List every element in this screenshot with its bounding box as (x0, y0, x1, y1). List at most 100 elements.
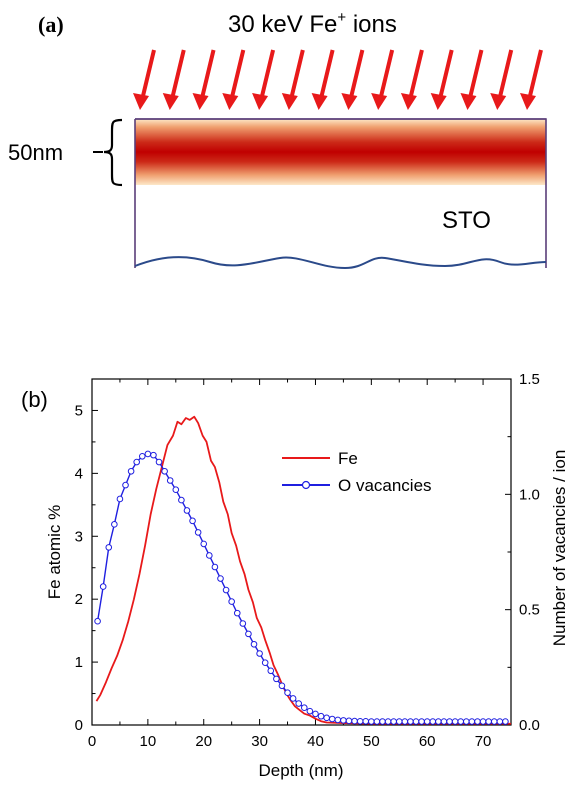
vacancy-point (295, 700, 303, 707)
vacancy-series (94, 450, 509, 725)
vacancy-point (312, 710, 319, 718)
vacancy-point (356, 718, 364, 725)
vacancy-point (496, 718, 504, 725)
vacancy-point (194, 529, 202, 536)
vacancy-point (407, 718, 414, 725)
vacancy-point (138, 452, 146, 460)
x-tick-label: 0 (88, 733, 96, 750)
ion-arrow (281, 49, 305, 110)
vacancy-point (373, 718, 381, 725)
x-tick-label: 70 (475, 733, 492, 750)
vacancy-point (474, 718, 481, 725)
vacancy-point (412, 718, 420, 725)
vacancy-point (127, 467, 135, 475)
panel-b-label: (b) (21, 387, 48, 412)
vacancy-point (289, 695, 297, 702)
vacancy-point (267, 667, 275, 675)
vacancy-point (250, 640, 258, 648)
vacancy-point (105, 544, 113, 551)
vacancy-point (328, 715, 336, 723)
vacancy-point (390, 718, 397, 725)
panel-a: (a) 30 keV Fe+ ions 50nm STO (8, 9, 547, 270)
substrate-label: STO (442, 207, 491, 234)
vacancy-point (172, 486, 180, 494)
panel-a-label: (a) (38, 12, 64, 37)
x-tick-label: 10 (140, 733, 157, 750)
vacancy-point (144, 450, 152, 458)
vacancy-point (133, 458, 140, 466)
vacancy-point (99, 583, 107, 590)
axis-ticks (91, 378, 512, 726)
vacancy-point (183, 507, 191, 514)
vacancy-point (122, 481, 129, 489)
vacancy-point (200, 540, 208, 548)
thickness-label: 50nm (8, 140, 63, 165)
vacancy-point (206, 552, 213, 559)
vacancy-point (490, 718, 498, 725)
x-tick-label: 60 (419, 733, 436, 750)
vacancy-point (446, 718, 453, 725)
beam-title-text: 30 keV Fe (228, 11, 337, 38)
vacancy-point (94, 617, 101, 625)
vacancy-point (239, 620, 247, 627)
vacancy-point (502, 718, 509, 725)
ion-arrow (192, 49, 216, 110)
vacancy-point (116, 495, 124, 503)
vacancy-point (222, 586, 230, 594)
vacancy-point (334, 716, 342, 724)
vacancy-point (429, 718, 437, 725)
substrate-wavy-bottom (134, 256, 547, 270)
implanted-layer (135, 119, 546, 185)
axis-tick-labels: 0 10 20 30 40 50 60 70 0 1 2 3 4 5 0.0 0.5 1.0 1.5 (75, 371, 540, 750)
vacancy-point (435, 718, 442, 725)
beam-title: 30 keV Fe+ ions (228, 9, 397, 38)
vacancy-point (418, 718, 425, 725)
x-tick-label: 20 (195, 733, 212, 750)
x-axis-label: Depth (nm) (258, 761, 343, 780)
vacancy-point (468, 718, 476, 725)
vacancy-point (273, 675, 280, 683)
y-tick-label: 2 (75, 591, 83, 608)
ion-arrow (400, 49, 424, 110)
vacancy-point (423, 718, 431, 725)
x-tick-label: 40 (307, 733, 324, 750)
vacancy-point (368, 718, 375, 725)
vacancy-point (340, 717, 347, 724)
vacancy-point (233, 609, 241, 617)
vacancy-point (261, 659, 269, 667)
vacancy-line (96, 453, 506, 723)
y2-tick-label: 1.5 (519, 371, 540, 388)
vacancy-point (485, 718, 492, 725)
vacancy-point (278, 682, 286, 690)
ion-arrow (490, 49, 514, 110)
fe-series (95, 415, 511, 725)
ion-beam-arrows (133, 49, 543, 110)
vacancy-point (300, 704, 308, 712)
vacancy-point (451, 718, 459, 725)
y2-tick-label: 0.0 (519, 717, 540, 734)
ion-arrow (133, 49, 156, 110)
vacancy-point (323, 714, 330, 722)
thickness-bracket (103, 118, 123, 187)
beam-title-suffix: ions (346, 11, 397, 38)
panel-b: 0 10 20 30 40 50 60 70 0 1 2 3 4 5 0.0 0.5 1.0 1.5 (b) De… (21, 371, 569, 780)
ion-arrow (162, 49, 186, 110)
y-tick-label: 5 (75, 402, 83, 419)
vacancy-point (256, 650, 263, 657)
y-axis-label: Fe atomic % (45, 505, 64, 599)
ion-arrow (311, 49, 335, 110)
vacancy-point (384, 718, 392, 725)
vacancy-point (111, 521, 118, 528)
vacancy-point (189, 517, 196, 525)
vacancy-point (351, 717, 358, 725)
ion-arrow (460, 49, 484, 110)
legend-vacancy-label: O vacancies (338, 476, 432, 495)
fe-line (95, 415, 511, 725)
vacancy-point (211, 563, 219, 571)
vacancy-point (217, 575, 224, 582)
ion-arrow (341, 49, 365, 110)
ion-arrow (222, 49, 246, 110)
legend-fe-label: Fe (338, 449, 358, 468)
vacancy-point (395, 718, 403, 725)
